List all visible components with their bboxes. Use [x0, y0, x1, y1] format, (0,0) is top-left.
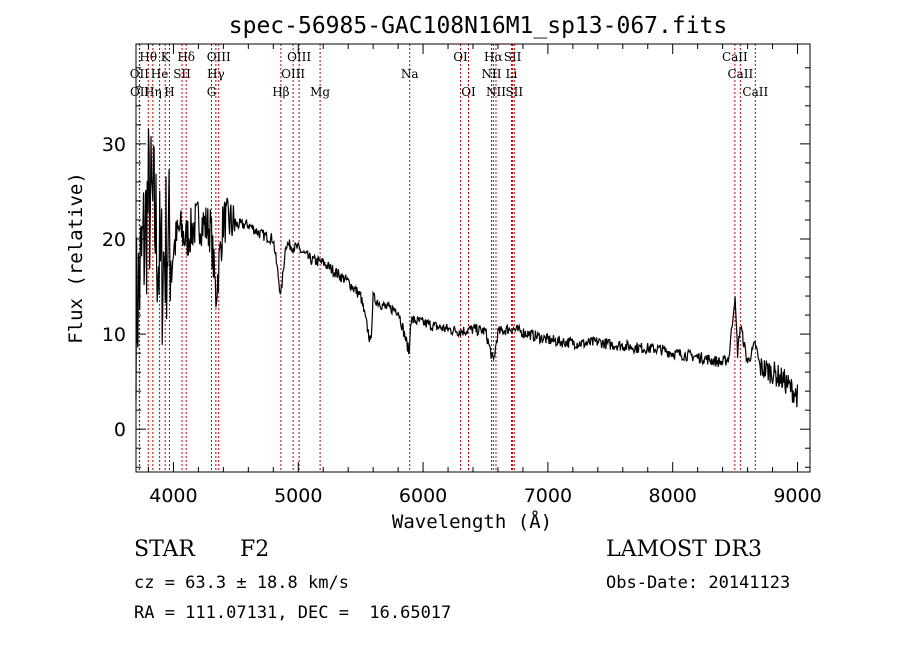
line-label-11: G	[207, 85, 217, 99]
chart-title: spec-56985-GAC108N16M1_sp13-067.fits	[229, 13, 728, 39]
spectrum-line	[135, 128, 799, 408]
x-tick-label-3: 7000	[524, 485, 572, 507]
line-label-19: Hα	[484, 50, 503, 64]
x-tick-label-4: 8000	[649, 485, 697, 507]
line-label-25: CaII	[722, 50, 748, 64]
x-tick-label-0: 4000	[149, 485, 197, 507]
x-tick-label-1: 5000	[274, 485, 322, 507]
plot-frame	[135, 43, 811, 473]
x-tick-label-5: 9000	[773, 485, 821, 507]
x-tick-label-2: 6000	[399, 485, 447, 507]
line-label-2: OII	[130, 85, 150, 99]
line-label-10: Hγ	[207, 67, 225, 81]
spectral-line-markers	[138, 44, 756, 472]
object-subclass: F2	[240, 537, 270, 562]
line-label-1: OII	[130, 67, 150, 81]
line-label-8: Hδ	[177, 50, 195, 64]
line-label-0: Hθ	[139, 50, 157, 64]
obs-date: Obs-Date: 20141123	[606, 573, 791, 593]
line-label-15: Mg	[310, 85, 330, 99]
line-label-24: SII	[505, 85, 523, 99]
y-tick-label-1: 10	[102, 324, 126, 346]
y-tick-label-2: 20	[102, 229, 126, 251]
y-tick-label-0: 0	[114, 419, 126, 441]
line-label-14: OIII	[281, 67, 305, 81]
survey-name: LAMOST DR3	[606, 537, 762, 562]
line-label-16: Na	[401, 67, 419, 81]
line-label-4: Hη	[144, 85, 162, 99]
line-label-12: Hβ	[272, 85, 289, 99]
x-axis-label: Wavelength (Å)	[392, 510, 552, 533]
line-label-23: Li	[506, 67, 518, 81]
line-label-9: OIII	[207, 50, 231, 64]
line-label-6: SII	[173, 67, 191, 81]
line-label-13: OIII	[287, 50, 311, 64]
y-tick-label-3: 30	[102, 134, 126, 156]
coordinates: RA = 111.07131, DEC = 16.65017	[134, 603, 452, 623]
line-label-18: OI	[461, 85, 476, 99]
line-label-17: OI	[453, 50, 468, 64]
redshift-readout: cz = 63.3 ± 18.8 km/s	[134, 573, 349, 593]
line-label-7: H	[164, 85, 174, 99]
line-label-21: NII	[486, 85, 506, 99]
line-label-26: CaII	[727, 67, 753, 81]
axis-ticks: 4000 5000 6000 7000 8000 9000 0 10 20 30	[102, 44, 822, 507]
object-class: STAR	[134, 537, 195, 562]
y-axis-label: Flux (relative)	[65, 172, 87, 344]
line-label-27: CaII	[742, 85, 768, 99]
line-label-3: He	[151, 67, 169, 81]
line-label-5: K	[161, 50, 171, 64]
line-label-20: NII	[481, 67, 501, 81]
line-label-22: SII	[504, 50, 522, 64]
